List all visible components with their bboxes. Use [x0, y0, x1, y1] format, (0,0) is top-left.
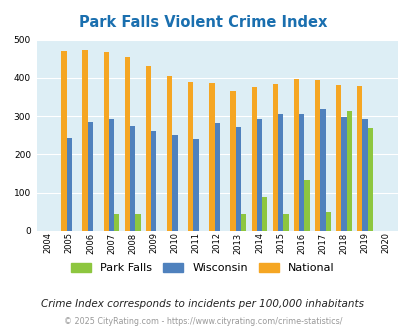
Bar: [145, 66, 151, 231]
Bar: [341, 117, 346, 231]
Bar: [335, 85, 341, 231]
Bar: [61, 51, 66, 231]
Bar: [103, 52, 109, 231]
Bar: [82, 50, 87, 231]
Bar: [256, 119, 262, 231]
Bar: [346, 111, 351, 231]
Bar: [135, 214, 140, 231]
Bar: [320, 109, 325, 231]
Bar: [109, 119, 114, 231]
Bar: [209, 83, 214, 231]
Bar: [277, 114, 283, 231]
Bar: [241, 214, 246, 231]
Bar: [314, 80, 320, 231]
Bar: [66, 138, 72, 231]
Text: © 2025 CityRating.com - https://www.cityrating.com/crime-statistics/: © 2025 CityRating.com - https://www.city…: [64, 317, 341, 326]
Legend: Park Falls, Wisconsin, National: Park Falls, Wisconsin, National: [71, 263, 334, 273]
Bar: [87, 122, 93, 231]
Bar: [114, 214, 119, 231]
Bar: [151, 131, 156, 231]
Bar: [272, 84, 277, 231]
Bar: [367, 128, 372, 231]
Bar: [356, 86, 362, 231]
Bar: [362, 119, 367, 231]
Bar: [298, 114, 304, 231]
Text: Park Falls Violent Crime Index: Park Falls Violent Crime Index: [79, 15, 326, 30]
Bar: [214, 123, 220, 231]
Bar: [188, 82, 193, 231]
Bar: [262, 197, 267, 231]
Bar: [283, 214, 288, 231]
Bar: [193, 139, 198, 231]
Bar: [251, 87, 256, 231]
Bar: [166, 76, 172, 231]
Bar: [235, 127, 241, 231]
Bar: [304, 181, 309, 231]
Bar: [130, 126, 135, 231]
Bar: [325, 212, 330, 231]
Bar: [293, 79, 298, 231]
Bar: [124, 57, 130, 231]
Bar: [172, 135, 177, 231]
Bar: [230, 90, 235, 231]
Text: Crime Index corresponds to incidents per 100,000 inhabitants: Crime Index corresponds to incidents per…: [41, 299, 364, 309]
